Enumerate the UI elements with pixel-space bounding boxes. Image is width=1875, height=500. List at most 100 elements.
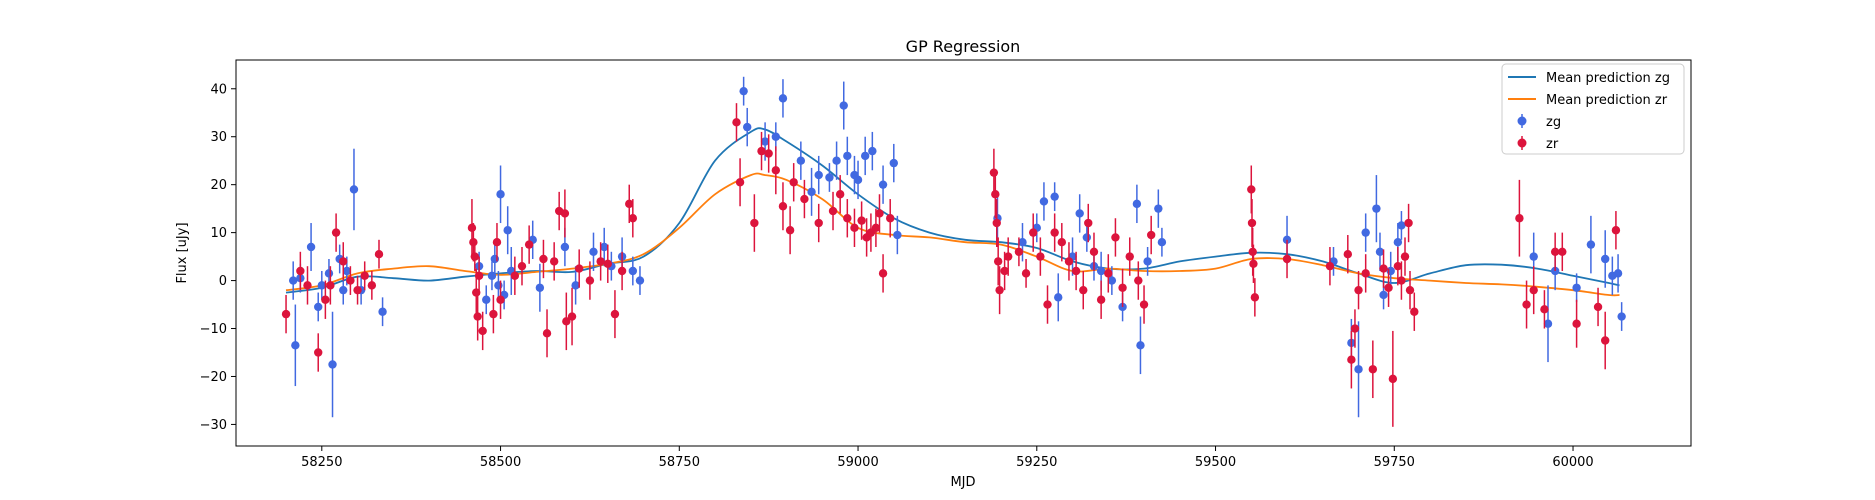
zr-point-60 bbox=[875, 209, 884, 218]
zg-point-28 bbox=[600, 242, 609, 252]
zg-point-75 bbox=[1372, 204, 1381, 213]
zr-point-2 bbox=[303, 281, 312, 290]
zr-point-22 bbox=[496, 295, 505, 304]
zr-points bbox=[281, 103, 1621, 427]
zg-point-81 bbox=[1529, 252, 1538, 261]
zr-point-98 bbox=[1347, 355, 1356, 364]
zg-point-68 bbox=[1154, 204, 1163, 213]
zr-point-20 bbox=[489, 309, 498, 319]
zg-point-40 bbox=[814, 170, 823, 180]
zr-point-47 bbox=[778, 202, 788, 211]
zg-point-0 bbox=[288, 276, 298, 285]
zg-point-33 bbox=[739, 86, 748, 96]
zg-point-84 bbox=[1572, 283, 1581, 292]
zr-point-30 bbox=[560, 209, 570, 218]
zg-point-26 bbox=[571, 281, 580, 290]
y-tick-label-0: −30 bbox=[200, 418, 227, 433]
zr-point-112 bbox=[1515, 214, 1524, 223]
y-tick-label-1: −20 bbox=[200, 370, 227, 385]
x-tick-label-2: 58750 bbox=[659, 455, 700, 470]
zr-point-33 bbox=[574, 264, 584, 273]
zr-point-108 bbox=[1400, 252, 1410, 261]
zr-point-4 bbox=[321, 295, 330, 304]
zr-point-19 bbox=[478, 326, 487, 336]
zg-point-24 bbox=[535, 283, 545, 292]
zr-point-104 bbox=[1384, 283, 1393, 292]
legend: Mean prediction zg Mean prediction zr zg… bbox=[1501, 63, 1685, 155]
zr-point-115 bbox=[1540, 305, 1549, 314]
plot-area bbox=[235, 59, 1692, 447]
zg-point-74 bbox=[1361, 228, 1370, 237]
zr-point-106 bbox=[1393, 261, 1403, 271]
zg-point-50 bbox=[889, 158, 898, 168]
y-tick-label-4: 10 bbox=[210, 226, 227, 241]
zg-point-11 bbox=[349, 185, 359, 194]
zg-point-63 bbox=[1107, 276, 1117, 285]
zr-point-77 bbox=[1064, 257, 1074, 266]
zr-point-3 bbox=[314, 348, 323, 357]
zg-point-60 bbox=[1082, 233, 1092, 242]
zr-point-56 bbox=[857, 216, 866, 225]
zg-point-19 bbox=[496, 190, 505, 199]
zr-point-69 bbox=[1003, 252, 1013, 261]
zr-point-67 bbox=[995, 285, 1004, 295]
zr-point-89 bbox=[1146, 230, 1156, 240]
legend-box bbox=[1501, 63, 1685, 155]
zg-point-42 bbox=[832, 156, 841, 165]
zg-point-38 bbox=[796, 156, 806, 165]
y-tick-label-5: 20 bbox=[210, 178, 227, 193]
zr-point-68 bbox=[1000, 266, 1009, 276]
zg-point-65 bbox=[1132, 199, 1142, 209]
zg-point-76 bbox=[1375, 247, 1385, 257]
zr-point-39 bbox=[625, 199, 634, 209]
zg-point-88 bbox=[1613, 269, 1623, 278]
zr-point-100 bbox=[1354, 285, 1363, 295]
zr-point-52 bbox=[828, 206, 838, 216]
zr-point-70 bbox=[1014, 247, 1024, 257]
y-tick-label-3: 0 bbox=[219, 274, 227, 289]
zr-point-110 bbox=[1405, 285, 1415, 295]
zr-point-11 bbox=[367, 281, 377, 290]
zr-point-97 bbox=[1343, 249, 1353, 259]
zr-point-40 bbox=[628, 214, 638, 223]
zg-point-62 bbox=[1096, 266, 1106, 276]
zr-point-51 bbox=[814, 218, 823, 228]
zr-point-31 bbox=[562, 317, 571, 326]
zg-point-49 bbox=[878, 180, 888, 189]
zg-point-46 bbox=[853, 175, 863, 185]
x-tick-label-6: 59750 bbox=[1374, 455, 1415, 470]
zr-point-32 bbox=[567, 312, 577, 321]
zr-point-35 bbox=[596, 257, 605, 266]
zr-point-50 bbox=[800, 194, 809, 204]
x-axis: 58250 58500 58750 59000 59250 59500 59750 60000 bbox=[301, 446, 1594, 470]
zr-point-36 bbox=[603, 259, 612, 268]
zr-point-101 bbox=[1361, 269, 1370, 278]
zg-point-85 bbox=[1586, 240, 1596, 249]
zg-point-13 bbox=[378, 307, 387, 316]
zr-point-109 bbox=[1404, 218, 1413, 228]
x-axis-label: MJD bbox=[950, 475, 975, 490]
zr-point-21 bbox=[492, 238, 502, 247]
zg-point-44 bbox=[843, 151, 852, 161]
zr-point-59 bbox=[871, 223, 881, 233]
zg-point-41 bbox=[825, 173, 834, 182]
zr-point-119 bbox=[1593, 302, 1603, 312]
zr-point-37 bbox=[610, 309, 620, 319]
zr-point-42 bbox=[735, 178, 745, 187]
zr-point-118 bbox=[1572, 319, 1581, 328]
zg-point-15 bbox=[482, 295, 491, 304]
zr-point-120 bbox=[1601, 336, 1610, 345]
zg-point-9 bbox=[339, 285, 348, 295]
zg-point-25 bbox=[560, 242, 570, 252]
zg-point-48 bbox=[868, 146, 877, 156]
zg-point-35 bbox=[760, 137, 770, 146]
zr-point-81 bbox=[1089, 247, 1099, 257]
chart-title: GP Regression bbox=[906, 37, 1021, 56]
zg-point-82 bbox=[1543, 319, 1553, 328]
zr-point-27 bbox=[542, 329, 552, 338]
zr-point-73 bbox=[1036, 252, 1045, 261]
zr-point-79 bbox=[1079, 285, 1088, 295]
legend-swatch-zr-points bbox=[1517, 138, 1527, 148]
zr-point-8 bbox=[346, 276, 355, 285]
zr-point-48 bbox=[785, 226, 795, 235]
